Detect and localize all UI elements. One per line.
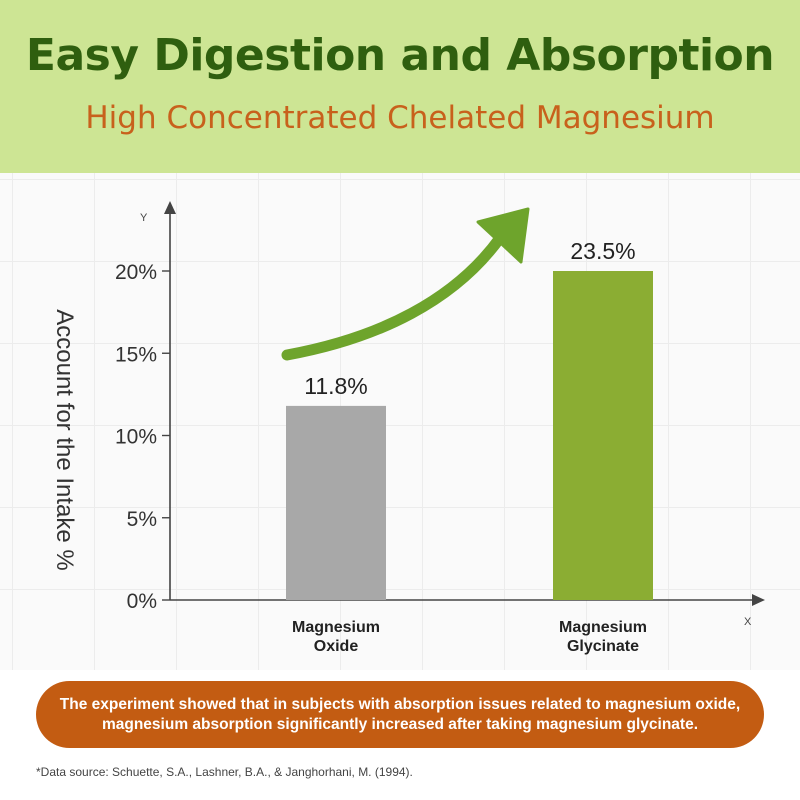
growth-arrow-curve xyxy=(281,232,506,361)
header-banner: Easy Digestion and Absorption High Conce… xyxy=(0,0,800,173)
y-tick-label: 15% xyxy=(115,343,157,366)
bar-chart: Y X 0% 5% 10% 15% 20% 11.8% Magnesium Oxide 23.5% M… xyxy=(115,201,765,655)
category-label-line: Magnesium xyxy=(559,619,647,636)
y-tick-label: 5% xyxy=(127,508,157,531)
plot-background-grid xyxy=(0,173,800,670)
data-label: 11.8% xyxy=(304,373,368,399)
x-axis-arrowhead xyxy=(752,594,765,606)
y-axis-letter: Y xyxy=(140,212,148,224)
page-subtitle: High Concentrated Chelated Magnesium xyxy=(85,100,715,136)
x-axis-letter: X xyxy=(744,616,752,628)
bar-magnesium-glycinate xyxy=(553,271,653,600)
page-title: Easy Digestion and Absorption xyxy=(25,30,775,81)
category-label-line: Glycinate xyxy=(567,638,639,655)
experiment-note: The experiment showed that in subjects w… xyxy=(36,681,764,748)
data-source: *Data source: Schuette, S.A., Lashner, B… xyxy=(36,765,413,779)
y-axis-label: Account for the Intake % xyxy=(51,309,78,571)
category-label-line: Magnesium xyxy=(292,619,380,636)
y-tick-label: 10% xyxy=(115,426,157,449)
y-tick-label: 0% xyxy=(127,590,157,613)
bar-magnesium-oxide xyxy=(286,405,386,600)
category-label: Magnesium Oxide xyxy=(292,619,380,655)
data-label: 23.5% xyxy=(570,238,635,264)
y-tick-label: 20% xyxy=(115,261,157,284)
category-label: Magnesium Glycinate xyxy=(559,619,647,655)
y-axis-arrowhead xyxy=(164,201,176,214)
growth-arrowhead xyxy=(476,207,530,264)
category-label-line: Oxide xyxy=(314,638,359,655)
